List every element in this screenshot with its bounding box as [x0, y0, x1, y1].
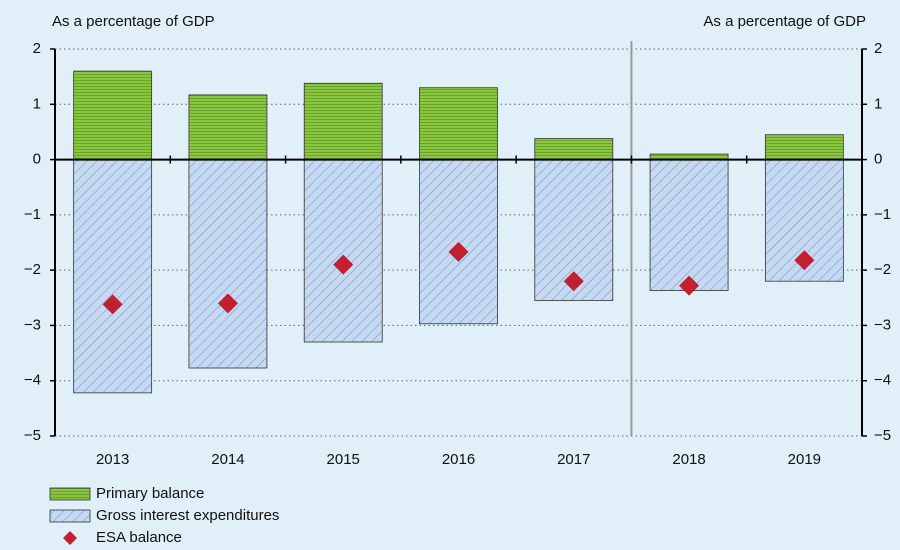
- bar: [303, 159, 383, 343]
- legend-label: Gross interest expenditures: [96, 507, 279, 524]
- y2-tick-label: −3: [874, 316, 891, 333]
- y2-tick-label: −2: [874, 261, 891, 278]
- bar: [764, 159, 844, 282]
- marker: [679, 275, 700, 296]
- legend-label: ESA balance: [96, 529, 182, 546]
- bar: [73, 70, 153, 160]
- bar: [419, 87, 498, 160]
- x-tick-label: 2019: [788, 451, 821, 468]
- y-tick-label: −4: [24, 372, 41, 389]
- marker: [102, 294, 123, 315]
- bar: [188, 159, 268, 369]
- y-axis-label: As a percentage of GDP: [52, 13, 215, 30]
- marker: [333, 254, 354, 275]
- y2-tick-label: −5: [874, 427, 891, 444]
- y2-tick-label: −4: [874, 372, 891, 389]
- marker: [217, 293, 238, 314]
- x-tick-label: 2017: [557, 451, 590, 468]
- legend-swatch: [49, 487, 91, 501]
- bar: [303, 82, 383, 160]
- legend-label: Primary balance: [96, 485, 204, 502]
- y-tick-label: −1: [24, 206, 41, 223]
- marker: [563, 271, 584, 292]
- y2-tick-label: 2: [874, 40, 882, 57]
- y-tick-label: −5: [24, 427, 41, 444]
- y2-axis-label: As a percentage of GDP: [703, 13, 866, 30]
- y-tick-label: −3: [24, 316, 41, 333]
- y-tick-label: −2: [24, 261, 41, 278]
- y-tick-label: 2: [33, 40, 41, 57]
- bar: [649, 159, 729, 291]
- x-tick-label: 2016: [442, 451, 475, 468]
- y2-tick-label: 1: [874, 95, 882, 112]
- bar: [764, 134, 844, 160]
- y-tick-label: 0: [33, 151, 41, 168]
- bar: [534, 138, 614, 160]
- legend-swatch: [49, 509, 91, 523]
- x-tick-label: 2014: [211, 451, 244, 468]
- bar: [73, 159, 153, 394]
- legend-marker: [63, 531, 77, 545]
- y-tick-label: 1: [33, 95, 41, 112]
- y2-tick-label: 0: [874, 151, 882, 168]
- marker: [794, 250, 815, 271]
- x-tick-label: 2013: [96, 451, 129, 468]
- y2-tick-label: −1: [874, 206, 891, 223]
- bar: [188, 94, 268, 160]
- bar: [419, 159, 498, 325]
- marker: [448, 241, 469, 262]
- x-tick-label: 2015: [327, 451, 360, 468]
- x-tick-label: 2018: [672, 451, 705, 468]
